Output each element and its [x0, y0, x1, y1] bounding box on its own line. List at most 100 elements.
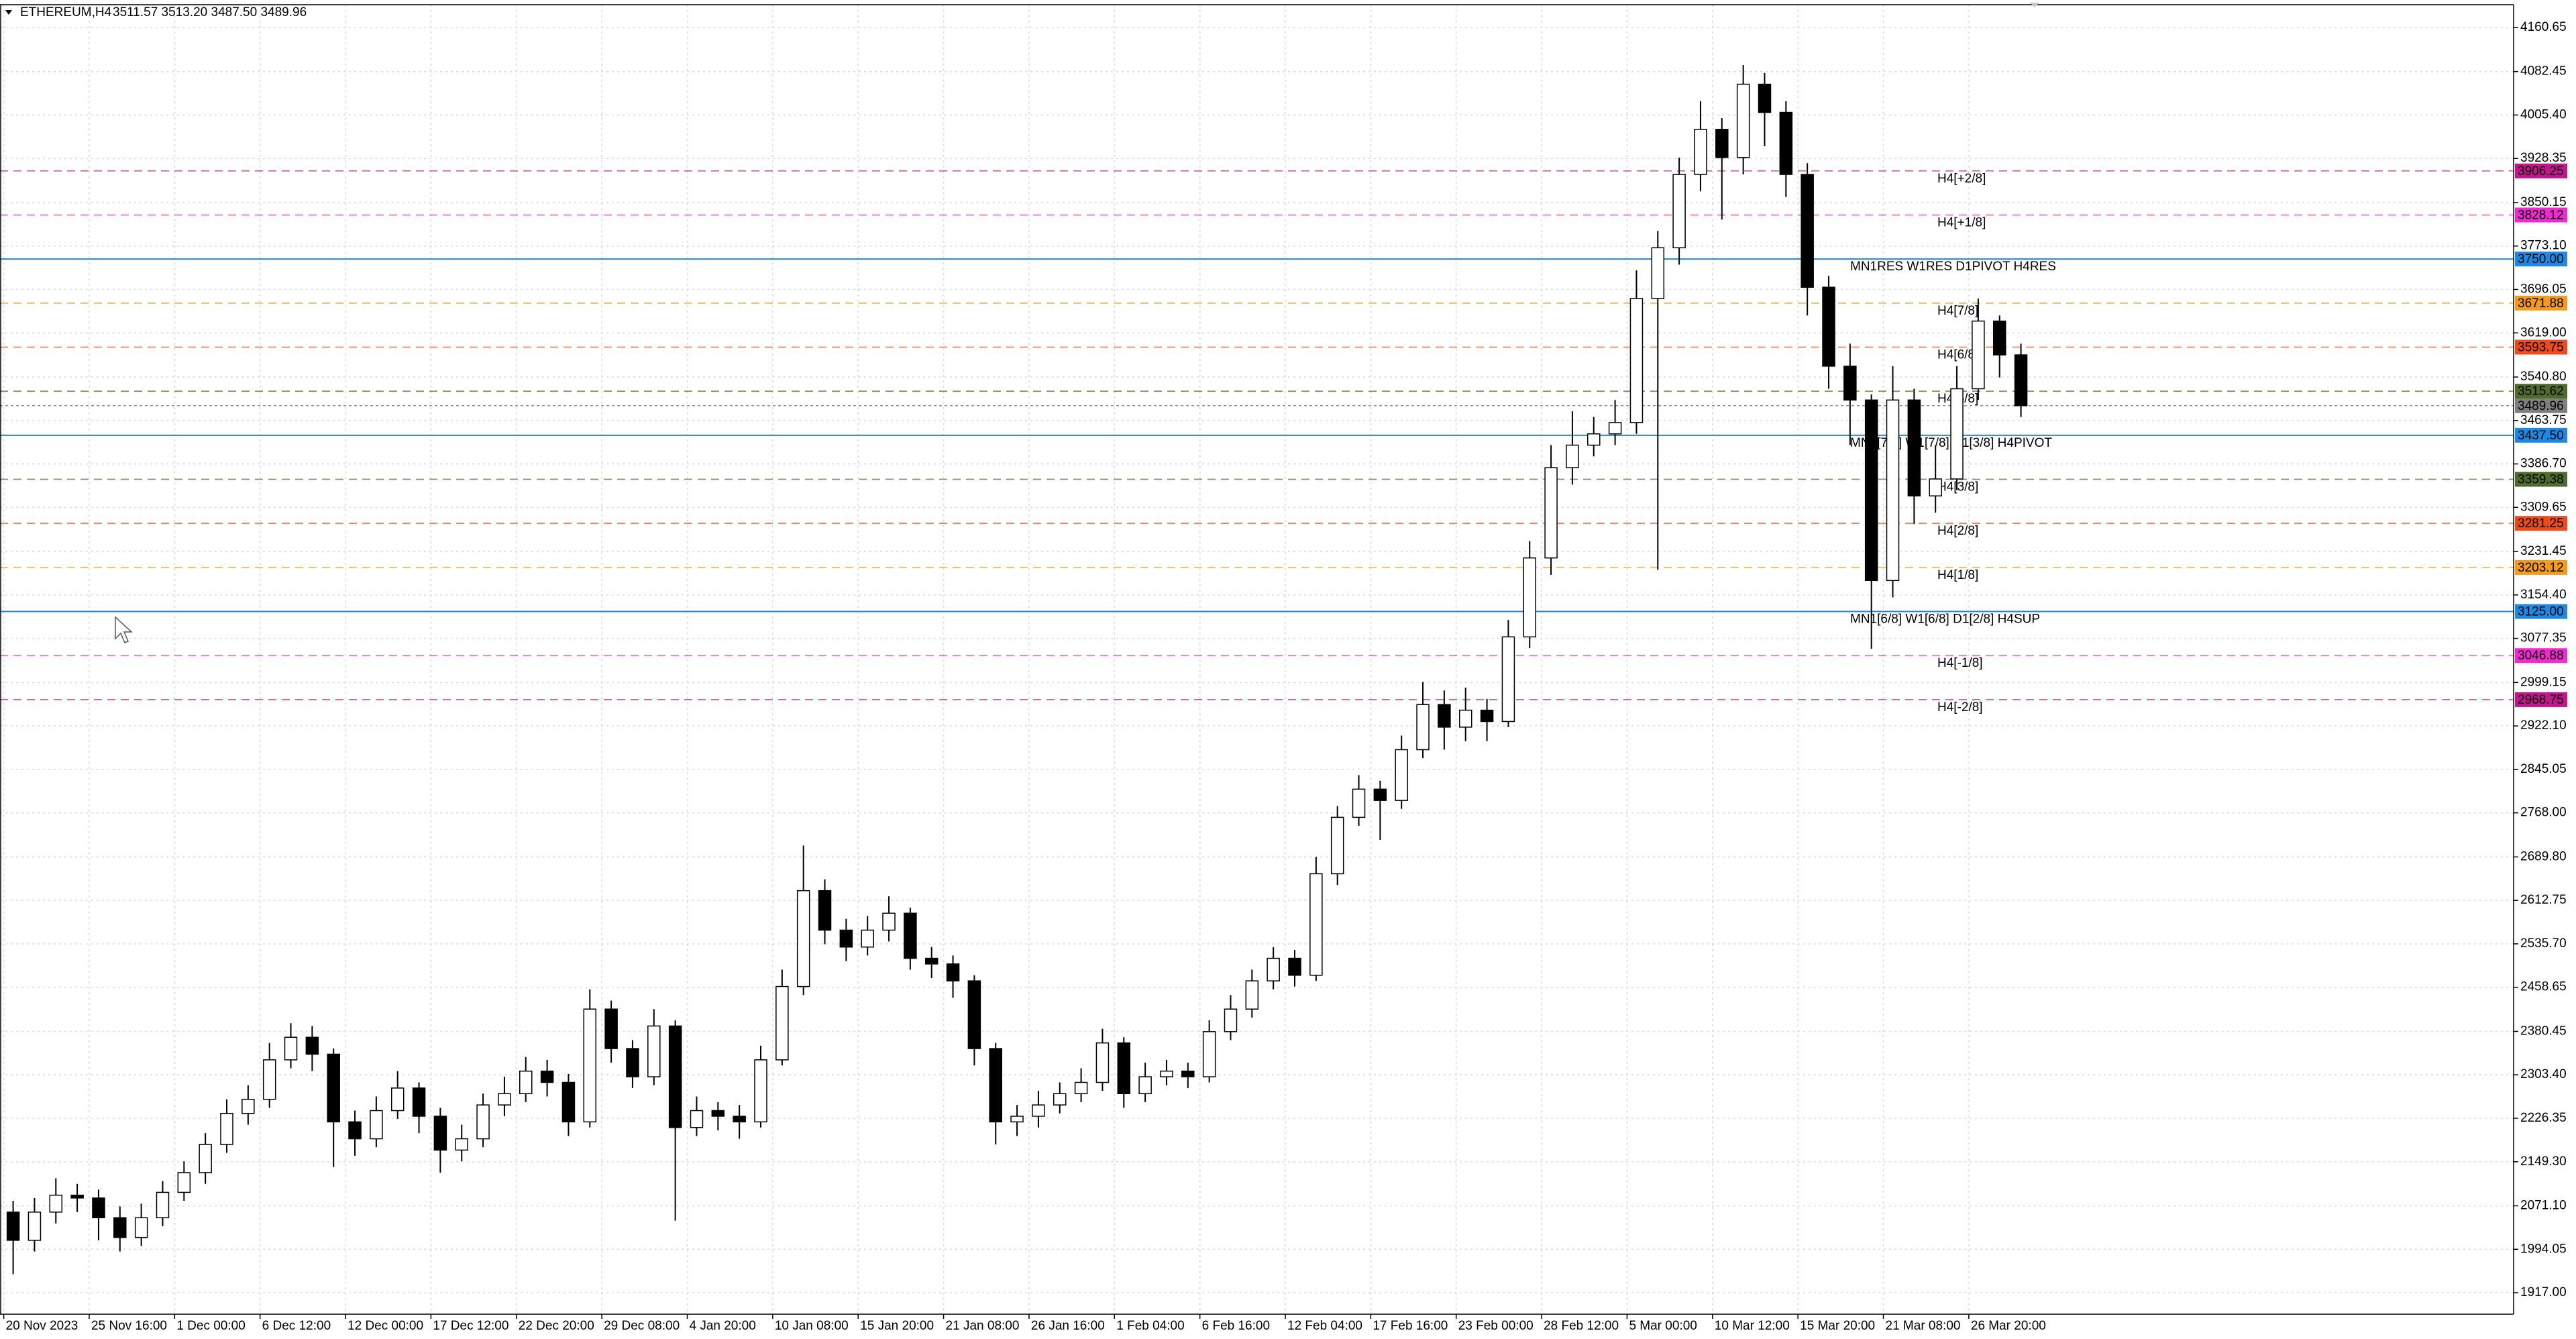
- grid: [0, 5, 2514, 1314]
- level-tag: [2515, 295, 2567, 311]
- x-tick-label: 22 Dec 20:00: [519, 1319, 594, 1333]
- x-tick-label: 25 Nov 16:00: [91, 1319, 167, 1333]
- level-label: H4[+2/8]: [1937, 172, 1986, 186]
- candle-body: [1843, 366, 1857, 401]
- candle-body: [1587, 433, 1601, 446]
- candle-body: [818, 890, 832, 931]
- shift-marker: [2030, 3, 2039, 7]
- y-tick-label: 2458.65: [2520, 980, 2567, 994]
- level-tag: [2515, 207, 2567, 223]
- x-tick-label: 26 Mar 20:00: [1971, 1319, 2046, 1333]
- x-tick-label: 17 Dec 12:00: [433, 1319, 508, 1333]
- candle-body: [604, 1008, 618, 1049]
- level-label: H4[7/8]: [1937, 304, 1978, 318]
- x-tick-label: 29 Dec 08:00: [604, 1319, 680, 1333]
- level-tag: [2515, 427, 2567, 443]
- x-tick-label: 20 Nov 2023: [6, 1319, 78, 1333]
- x-tick-label: 1 Dec 00:00: [176, 1319, 245, 1333]
- candle-body: [6, 1212, 20, 1241]
- candle-body: [134, 1217, 148, 1238]
- candle-body: [1288, 957, 1301, 976]
- x-tick-label: 12 Dec 00:00: [347, 1319, 423, 1333]
- level-label: H4[-2/8]: [1937, 700, 1983, 714]
- level-tag-label: 3281.25: [2518, 517, 2564, 531]
- level-tag-label: 3828.12: [2518, 208, 2564, 222]
- x-tick-label: 17 Feb 16:00: [1373, 1319, 1448, 1333]
- candle-body: [583, 1008, 597, 1123]
- x-tick-label: 26 Jan 16:00: [1031, 1319, 1105, 1333]
- y-tick-label: 3850.15: [2520, 195, 2567, 209]
- y-tick-label: 1917.00: [2520, 1285, 2567, 1299]
- level-tag: [2515, 472, 2567, 487]
- candle-body: [754, 1059, 767, 1123]
- candle-body: [1694, 129, 1707, 175]
- candle-body: [1138, 1076, 1152, 1095]
- y-tick-label: 3386.70: [2520, 457, 2567, 471]
- level-tag-label: 3593.75: [2518, 341, 2564, 355]
- candle-body: [370, 1110, 383, 1140]
- candle-body: [327, 1053, 340, 1123]
- y-tick-label: 2226.35: [2520, 1111, 2567, 1125]
- y-tick-label: 2071.10: [2520, 1199, 2567, 1213]
- candle-body: [70, 1194, 84, 1199]
- y-tick-label: 2689.80: [2520, 849, 2567, 863]
- level-tag-label: 3437.50: [2518, 429, 2564, 443]
- candle-body: [1074, 1081, 1088, 1095]
- x-tick-label: 1 Feb 04:00: [1116, 1319, 1184, 1333]
- candle-body: [668, 1025, 682, 1128]
- candle-body: [1992, 320, 2006, 356]
- x-tick-label: 28 Feb 12:00: [1544, 1319, 1619, 1333]
- level-tag: [2515, 559, 2567, 575]
- candle-body: [1224, 1008, 1238, 1032]
- x-tick-label: 15 Mar 20:00: [1800, 1319, 1875, 1333]
- candle-body: [967, 980, 981, 1049]
- candle-body: [241, 1098, 255, 1114]
- candle-body: [1480, 709, 1494, 722]
- candle-body: [1544, 467, 1558, 559]
- level-label: H4[3/8]: [1937, 480, 1978, 494]
- level-label: H4[1/8]: [1937, 568, 1978, 582]
- level-label: H4[+1/8]: [1937, 215, 1986, 229]
- x-tick-label: 21 Mar 08:00: [1886, 1319, 1961, 1333]
- candle-body: [1352, 788, 1366, 818]
- candle-body: [1950, 388, 1964, 480]
- candle-body: [348, 1121, 362, 1140]
- candle-body: [1160, 1070, 1173, 1077]
- level-tag-label: 3671.88: [2518, 297, 2564, 311]
- y-tick-label: 2535.70: [2520, 936, 2567, 951]
- candle-body: [861, 929, 874, 948]
- level-tag-label: 3125.00: [2518, 605, 2564, 619]
- candle-body: [1095, 1042, 1110, 1083]
- candle-body: [1907, 399, 1921, 496]
- x-tick-label: 23 Feb 00:00: [1458, 1319, 1534, 1333]
- candle-body: [775, 985, 789, 1061]
- x-tick-label: 15 Jan 20:00: [860, 1319, 934, 1333]
- candle-body: [1864, 399, 1878, 582]
- candle-body: [455, 1138, 468, 1151]
- candle-body: [1608, 422, 1622, 435]
- candle-body: [882, 912, 896, 931]
- candle-body: [412, 1087, 426, 1117]
- x-tick-label: 6 Feb 16:00: [1202, 1319, 1270, 1333]
- candle-body: [1117, 1042, 1131, 1095]
- candle-body: [1972, 320, 1985, 390]
- candle-body: [1779, 111, 1793, 175]
- y-tick-label: 2768.00: [2520, 806, 2567, 820]
- candle-body: [1053, 1093, 1067, 1106]
- candle-body: [1181, 1070, 1195, 1077]
- candle-body: [540, 1070, 554, 1083]
- level-tag: [2515, 252, 2567, 267]
- candle-body: [839, 929, 853, 948]
- candle-body: [262, 1059, 276, 1100]
- candle-body: [626, 1048, 639, 1077]
- y-tick-label: 3231.45: [2520, 544, 2567, 558]
- y-tick-label: 3928.35: [2520, 151, 2567, 165]
- mouse-cursor: [115, 616, 133, 643]
- level-label: MN1RES W1RES D1PIVOT H4RES: [1850, 260, 2056, 274]
- symbol-menu-arrow[interactable]: [5, 10, 12, 15]
- x-tick-label: 10 Jan 08:00: [775, 1319, 849, 1333]
- candle-body: [1330, 816, 1344, 875]
- level-tag-label: 3515.62: [2518, 384, 2564, 398]
